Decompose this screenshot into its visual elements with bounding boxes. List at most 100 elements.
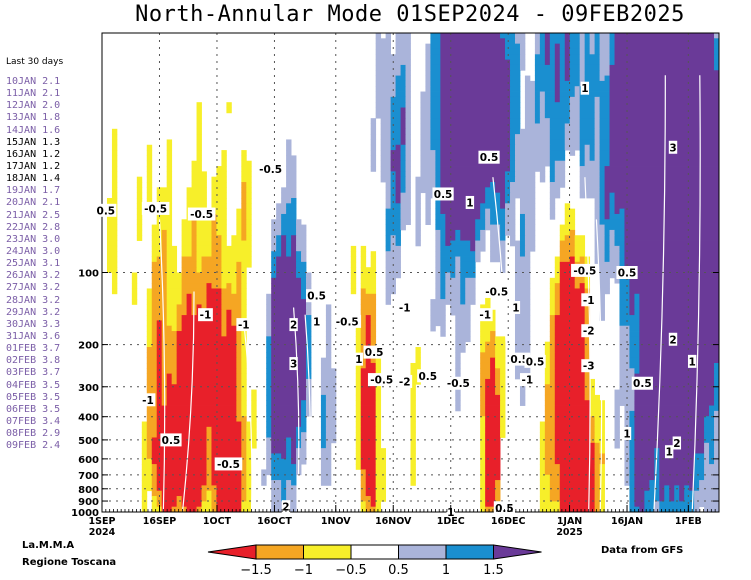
contour-fill-cell (714, 64, 719, 71)
contour-fill-cell (231, 283, 237, 289)
contour-fill-cell (370, 160, 377, 167)
contour-fill-cell (614, 192, 719, 199)
contour-fill-cell (415, 235, 421, 241)
contour-fill-cell (375, 437, 382, 444)
contour-fill-cell (246, 496, 252, 502)
contour-fill-cell (430, 134, 441, 140)
contour-fill-cell (355, 453, 362, 460)
contour-fill-cell (146, 336, 153, 343)
contour-label: -0.5 (573, 265, 596, 277)
contour-fill-cell (221, 155, 227, 162)
contour-fill-cell (181, 235, 192, 241)
contour-fill-cell (604, 245, 610, 252)
contour-fill-cell (614, 38, 715, 45)
contour-fill-cell (485, 389, 496, 396)
contour-label-bg (664, 445, 674, 459)
contour-fill-cell (405, 86, 411, 92)
contour-fill-cell (629, 437, 635, 444)
contour-fill-cell (355, 378, 362, 385)
contour-fill-cell (151, 458, 207, 465)
contour-label: -3 (583, 361, 595, 373)
contour-fill-cell (604, 182, 719, 188)
contour-fill-cell (266, 389, 272, 396)
contour-fill-cell (286, 171, 297, 178)
contour-fill-cell (325, 315, 332, 321)
contour-fill-cell (704, 474, 719, 481)
contour-label-bg (616, 266, 638, 279)
contour-fill-cell (510, 155, 516, 162)
contour-fill-cell (599, 203, 605, 210)
contour-fill-cell (271, 384, 307, 390)
contour-fill-cell (286, 139, 292, 146)
contour-fill-cell (624, 448, 630, 454)
contour-fill-cell (519, 213, 526, 220)
contour-fill-cell (559, 91, 576, 98)
contour-fill-cell (440, 160, 511, 167)
contour-fill-cell (480, 421, 486, 428)
contour-fill-cell (579, 155, 586, 162)
contour-fill-cell (559, 86, 576, 92)
contour-fill-cell (271, 416, 302, 422)
contour-fill-cell (410, 442, 416, 449)
side-panel-entry: 09FEB 2.4 (6, 440, 60, 452)
contour-fill-cell (266, 341, 272, 348)
contour-fill-cell (271, 469, 297, 476)
contour-fill-cell (609, 48, 615, 55)
contour-fill-cell (599, 299, 605, 305)
contour-fill-cell (291, 251, 297, 257)
contour-fill-cell (599, 480, 605, 486)
contour-fill-cell (201, 267, 222, 273)
y-tick-label: 600 (78, 455, 99, 466)
contour-fill-cell (639, 368, 715, 375)
contour-fill-cell (634, 501, 645, 508)
entry-date: 27JAN (6, 282, 37, 294)
contour-fill-cell (704, 426, 715, 433)
x-tick-label: 16OCT (257, 516, 292, 527)
contour-fill-cell (619, 293, 630, 300)
contour-fill-cell (430, 86, 441, 92)
contour-fill-cell (654, 474, 660, 481)
contour-fill-cell (599, 506, 605, 512)
contour-fill-cell (176, 320, 183, 327)
contour-fill-cell (594, 203, 600, 210)
contour-fill-cell (549, 304, 556, 311)
contour-fill-cell (599, 464, 605, 470)
contour-fill-cell (609, 208, 615, 215)
contour-fill-cell (271, 251, 282, 257)
contour-fill-cell (420, 155, 436, 162)
contour-fill-cell (276, 213, 282, 220)
contour-fill-cell (609, 102, 719, 108)
contour-fill-cell (375, 54, 411, 61)
contour-fill-cell (221, 325, 227, 332)
contour-fill-cell (166, 309, 178, 316)
contour-fill-cell (480, 208, 486, 215)
contour-fill-cell (286, 437, 292, 444)
contour-fill-cell (505, 187, 511, 194)
contour-fill-cell (629, 410, 635, 417)
contour-label: 3 (290, 359, 297, 371)
contour-fill-cell (286, 490, 297, 497)
contour-fill-cell (221, 288, 232, 295)
contour-line (653, 75, 666, 512)
contour-fill-cell (430, 144, 441, 151)
contour-fill-cell (549, 38, 566, 45)
contour-fill-cell (510, 80, 521, 87)
contour-fill-cell (400, 118, 406, 124)
contour-fill-cell (405, 75, 411, 82)
contour-fill-cell (539, 437, 546, 444)
contour-fill-cell (674, 490, 680, 497)
contour-fill-cell (241, 485, 247, 492)
contour-fill-cell (609, 123, 719, 130)
contour-fill-cell (395, 187, 401, 194)
contour-fill-cell (544, 458, 556, 465)
contour-fill-cell (181, 293, 187, 300)
contour-fill-cell (480, 352, 496, 359)
contour-fill-cell (559, 464, 595, 470)
contour-fill-cell (704, 416, 715, 422)
contour-fill-cell (146, 378, 158, 385)
contour-fill-cell (510, 197, 516, 204)
contour-fill-cell (619, 368, 635, 375)
contour-fill-cell (659, 469, 695, 476)
contour-fill-cell (410, 426, 416, 433)
contour-fill-cell (544, 405, 556, 412)
